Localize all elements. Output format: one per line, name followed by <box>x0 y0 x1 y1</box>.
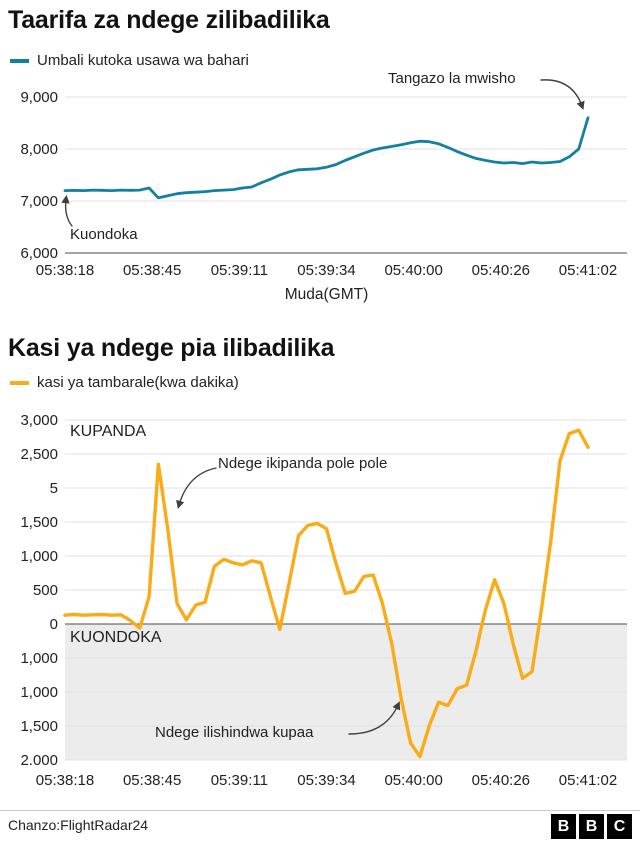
region-label-climbing: KUPANDA <box>70 423 147 440</box>
bbc-logo-block: B <box>579 814 604 839</box>
annotation-departure: Kuondoka <box>70 226 138 243</box>
x-tick-label: 05:39:34 <box>297 772 355 789</box>
x-tick-label: 05:40:00 <box>384 262 442 279</box>
y-tick-label: 500 <box>33 582 58 599</box>
y-tick-label: 1,000 <box>20 650 58 667</box>
y-tick-label: 6,000 <box>20 245 58 262</box>
x-tick-label: 05:41:02 <box>559 262 617 279</box>
speed-legend: kasi ya tambarale(kwa dakika) <box>10 374 239 391</box>
y-tick-label: 2,500 <box>20 446 58 463</box>
bbc-logo-block: B <box>551 814 576 839</box>
x-tick-label: 05:39:34 <box>297 262 355 279</box>
x-tick-label: 05:40:26 <box>472 772 530 789</box>
x-tick-label: 05:40:26 <box>472 262 530 279</box>
x-tick-label: 05:38:18 <box>36 262 94 279</box>
speed-legend-label: kasi ya tambarale(kwa dakika) <box>37 374 239 391</box>
annotation-slow-climb: Ndege ikipanda pole pole <box>218 455 388 472</box>
altitude-chart-title: Taarifa za ndege zilibadilika <box>8 6 330 34</box>
data-line <box>63 428 590 759</box>
altitude-legend-label: Umbali kutoka usawa wa bahari <box>37 52 249 69</box>
y-tick-label: 5 <box>50 480 58 497</box>
altitude-legend: Umbali kutoka usawa wa bahari <box>10 52 249 69</box>
y-tick-label: 1,000 <box>20 684 58 701</box>
y-tick-label: 9,000 <box>20 89 58 106</box>
x-tick-label: 05:39:11 <box>211 262 268 279</box>
x-tick-label: 05:41:02 <box>559 772 617 789</box>
x-tick-label: 05:38:18 <box>36 772 94 789</box>
x-axis-label: Muda(GMT) <box>285 286 369 303</box>
x-tick-label: 05:39:11 <box>211 772 268 789</box>
x-tick-label: 05:40:00 <box>384 772 442 789</box>
y-tick-label: 1,500 <box>20 718 58 735</box>
y-tick-label: 1,500 <box>20 514 58 531</box>
y-tick-label: 1,000 <box>20 548 58 565</box>
region-label-descending: KUONDOKA <box>70 629 162 646</box>
bbc-logo-block: C <box>607 814 632 839</box>
altitude-legend-swatch <box>10 58 29 63</box>
y-tick-label: 3,000 <box>20 412 58 429</box>
data-line <box>63 116 590 200</box>
speed-chart-title: Kasi ya ndege pia ilibadilika <box>8 334 335 362</box>
vertical-speed-chart: 3,000 2,500 5 1,500 1,000 500 0 1,000 1,000 1,500… <box>20 412 627 789</box>
source-credit: Chanzo:FlightRadar24 <box>8 817 149 833</box>
x-tick-label: 05:38:45 <box>123 262 181 279</box>
y-tick-label: 2.000 <box>20 752 58 769</box>
footer-divider <box>0 810 640 811</box>
y-tick-label: 0 <box>50 616 58 633</box>
speed-legend-swatch <box>10 380 29 385</box>
y-tick-label: 8,000 <box>20 141 58 158</box>
bbc-logo: B B C <box>551 814 632 839</box>
annotation-failed-climb: Ndege ilishindwa kupaa <box>155 724 314 741</box>
annotation-final-announcement: Tangazo la mwisho <box>388 70 516 87</box>
y-tick-label: 7,000 <box>20 193 58 210</box>
x-tick-label: 05:38:45 <box>123 772 181 789</box>
